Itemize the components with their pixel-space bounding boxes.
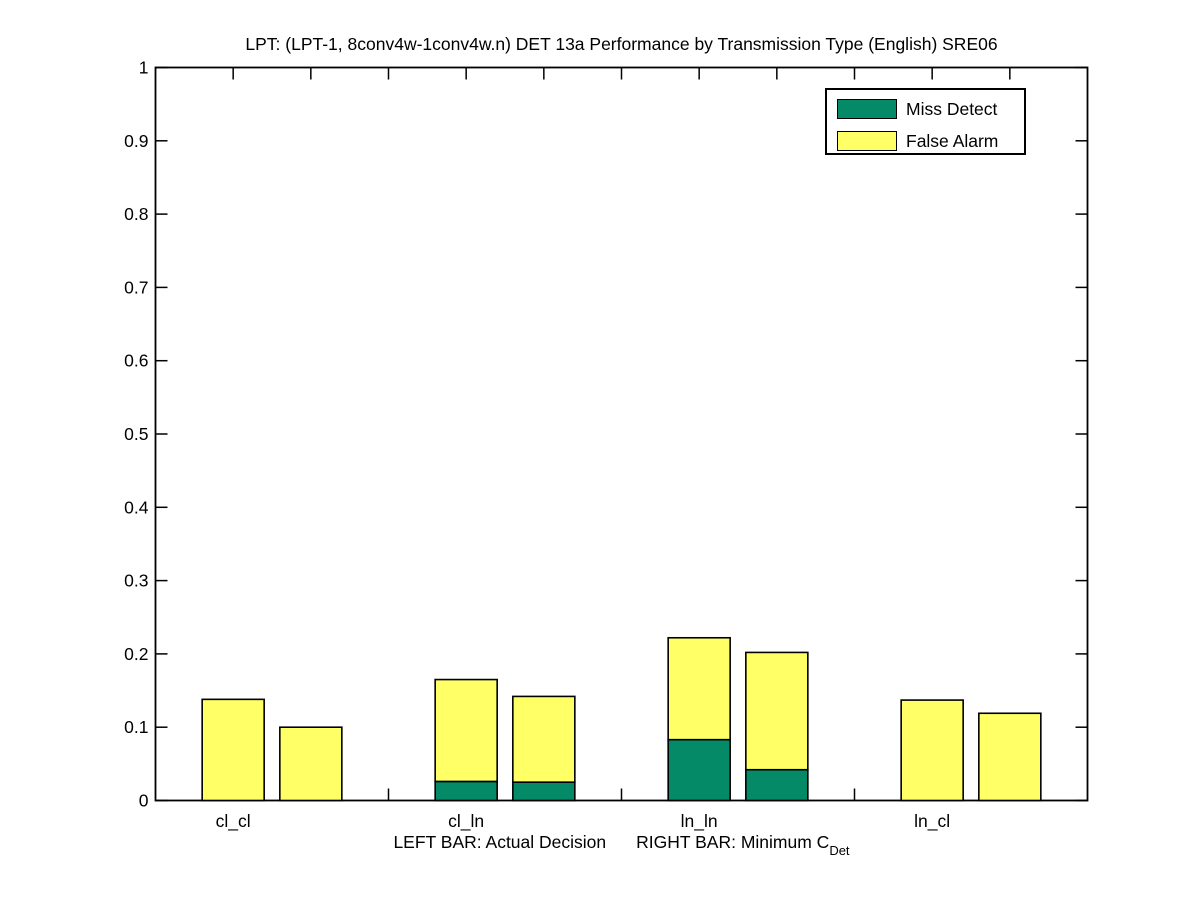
y-tick-label: 0.6 bbox=[124, 351, 148, 371]
x-axis-label-left: LEFT BAR: Actual Decision bbox=[393, 832, 607, 852]
y-tick-label: 0.9 bbox=[124, 131, 148, 151]
bar-segment-false-alarm-cl_cl-left bbox=[201, 698, 265, 802]
y-tick-label: 0.1 bbox=[124, 717, 148, 737]
x-axis-label-right: RIGHT BAR: Minimum C bbox=[636, 832, 830, 852]
y-tick-label: 0 bbox=[139, 791, 149, 811]
bar-segment-false-alarm-ln_ln-right bbox=[745, 651, 809, 771]
bar-segment-miss-detect-cl_ln-left bbox=[434, 780, 498, 802]
legend-label-false-alarm: False Alarm bbox=[906, 130, 999, 151]
x-category-label: cl_cl bbox=[216, 811, 251, 832]
y-tick-label: 0.3 bbox=[124, 571, 148, 591]
x-axis-label: LEFT BAR: Actual Decision RIGHT BAR: Mini… bbox=[155, 832, 1088, 858]
y-tick-label: 0.7 bbox=[124, 277, 148, 297]
bar-segment-false-alarm-ln_ln-left bbox=[667, 636, 731, 741]
bar-segment-miss-detect-ln_ln-left bbox=[667, 738, 731, 802]
legend-item-miss-detect: Miss Detect bbox=[827, 95, 1024, 123]
y-tick-label: 0.2 bbox=[124, 644, 148, 664]
bar-segment-false-alarm-ln_cl-left bbox=[900, 699, 964, 802]
y-tick-label: 0.8 bbox=[124, 204, 148, 224]
y-tick-label: 0.5 bbox=[124, 424, 148, 444]
x-axis-label-subscript: Det bbox=[829, 843, 850, 858]
x-category-label: ln_ln bbox=[681, 811, 718, 832]
bar-segment-false-alarm-cl_cl-right bbox=[279, 726, 343, 802]
y-tick-label: 0.4 bbox=[124, 497, 149, 517]
chart-title: LPT: (LPT-1, 8conv4w-1conv4w.n) DET 13a … bbox=[245, 34, 998, 54]
x-category-label: cl_ln bbox=[448, 811, 484, 832]
bar-segment-false-alarm-cl_ln-right bbox=[512, 695, 576, 783]
bar-segment-miss-detect-ln_ln-right bbox=[745, 768, 809, 802]
bar-segment-false-alarm-ln_cl-right bbox=[978, 712, 1042, 802]
bar-segment-false-alarm-cl_ln-left bbox=[434, 678, 498, 783]
plot-box bbox=[154, 66, 1089, 802]
miss-detect-swatch bbox=[837, 99, 897, 119]
legend-item-false-alarm: False Alarm bbox=[827, 127, 1024, 155]
x-category-label: ln_cl bbox=[914, 811, 950, 832]
false-alarm-swatch bbox=[837, 131, 897, 151]
legend: Miss Detect False Alarm bbox=[825, 88, 1026, 155]
legend-label-miss-detect: Miss Detect bbox=[906, 98, 998, 119]
bar-segment-miss-detect-cl_ln-right bbox=[512, 781, 576, 802]
y-tick-label: 1 bbox=[139, 58, 149, 78]
